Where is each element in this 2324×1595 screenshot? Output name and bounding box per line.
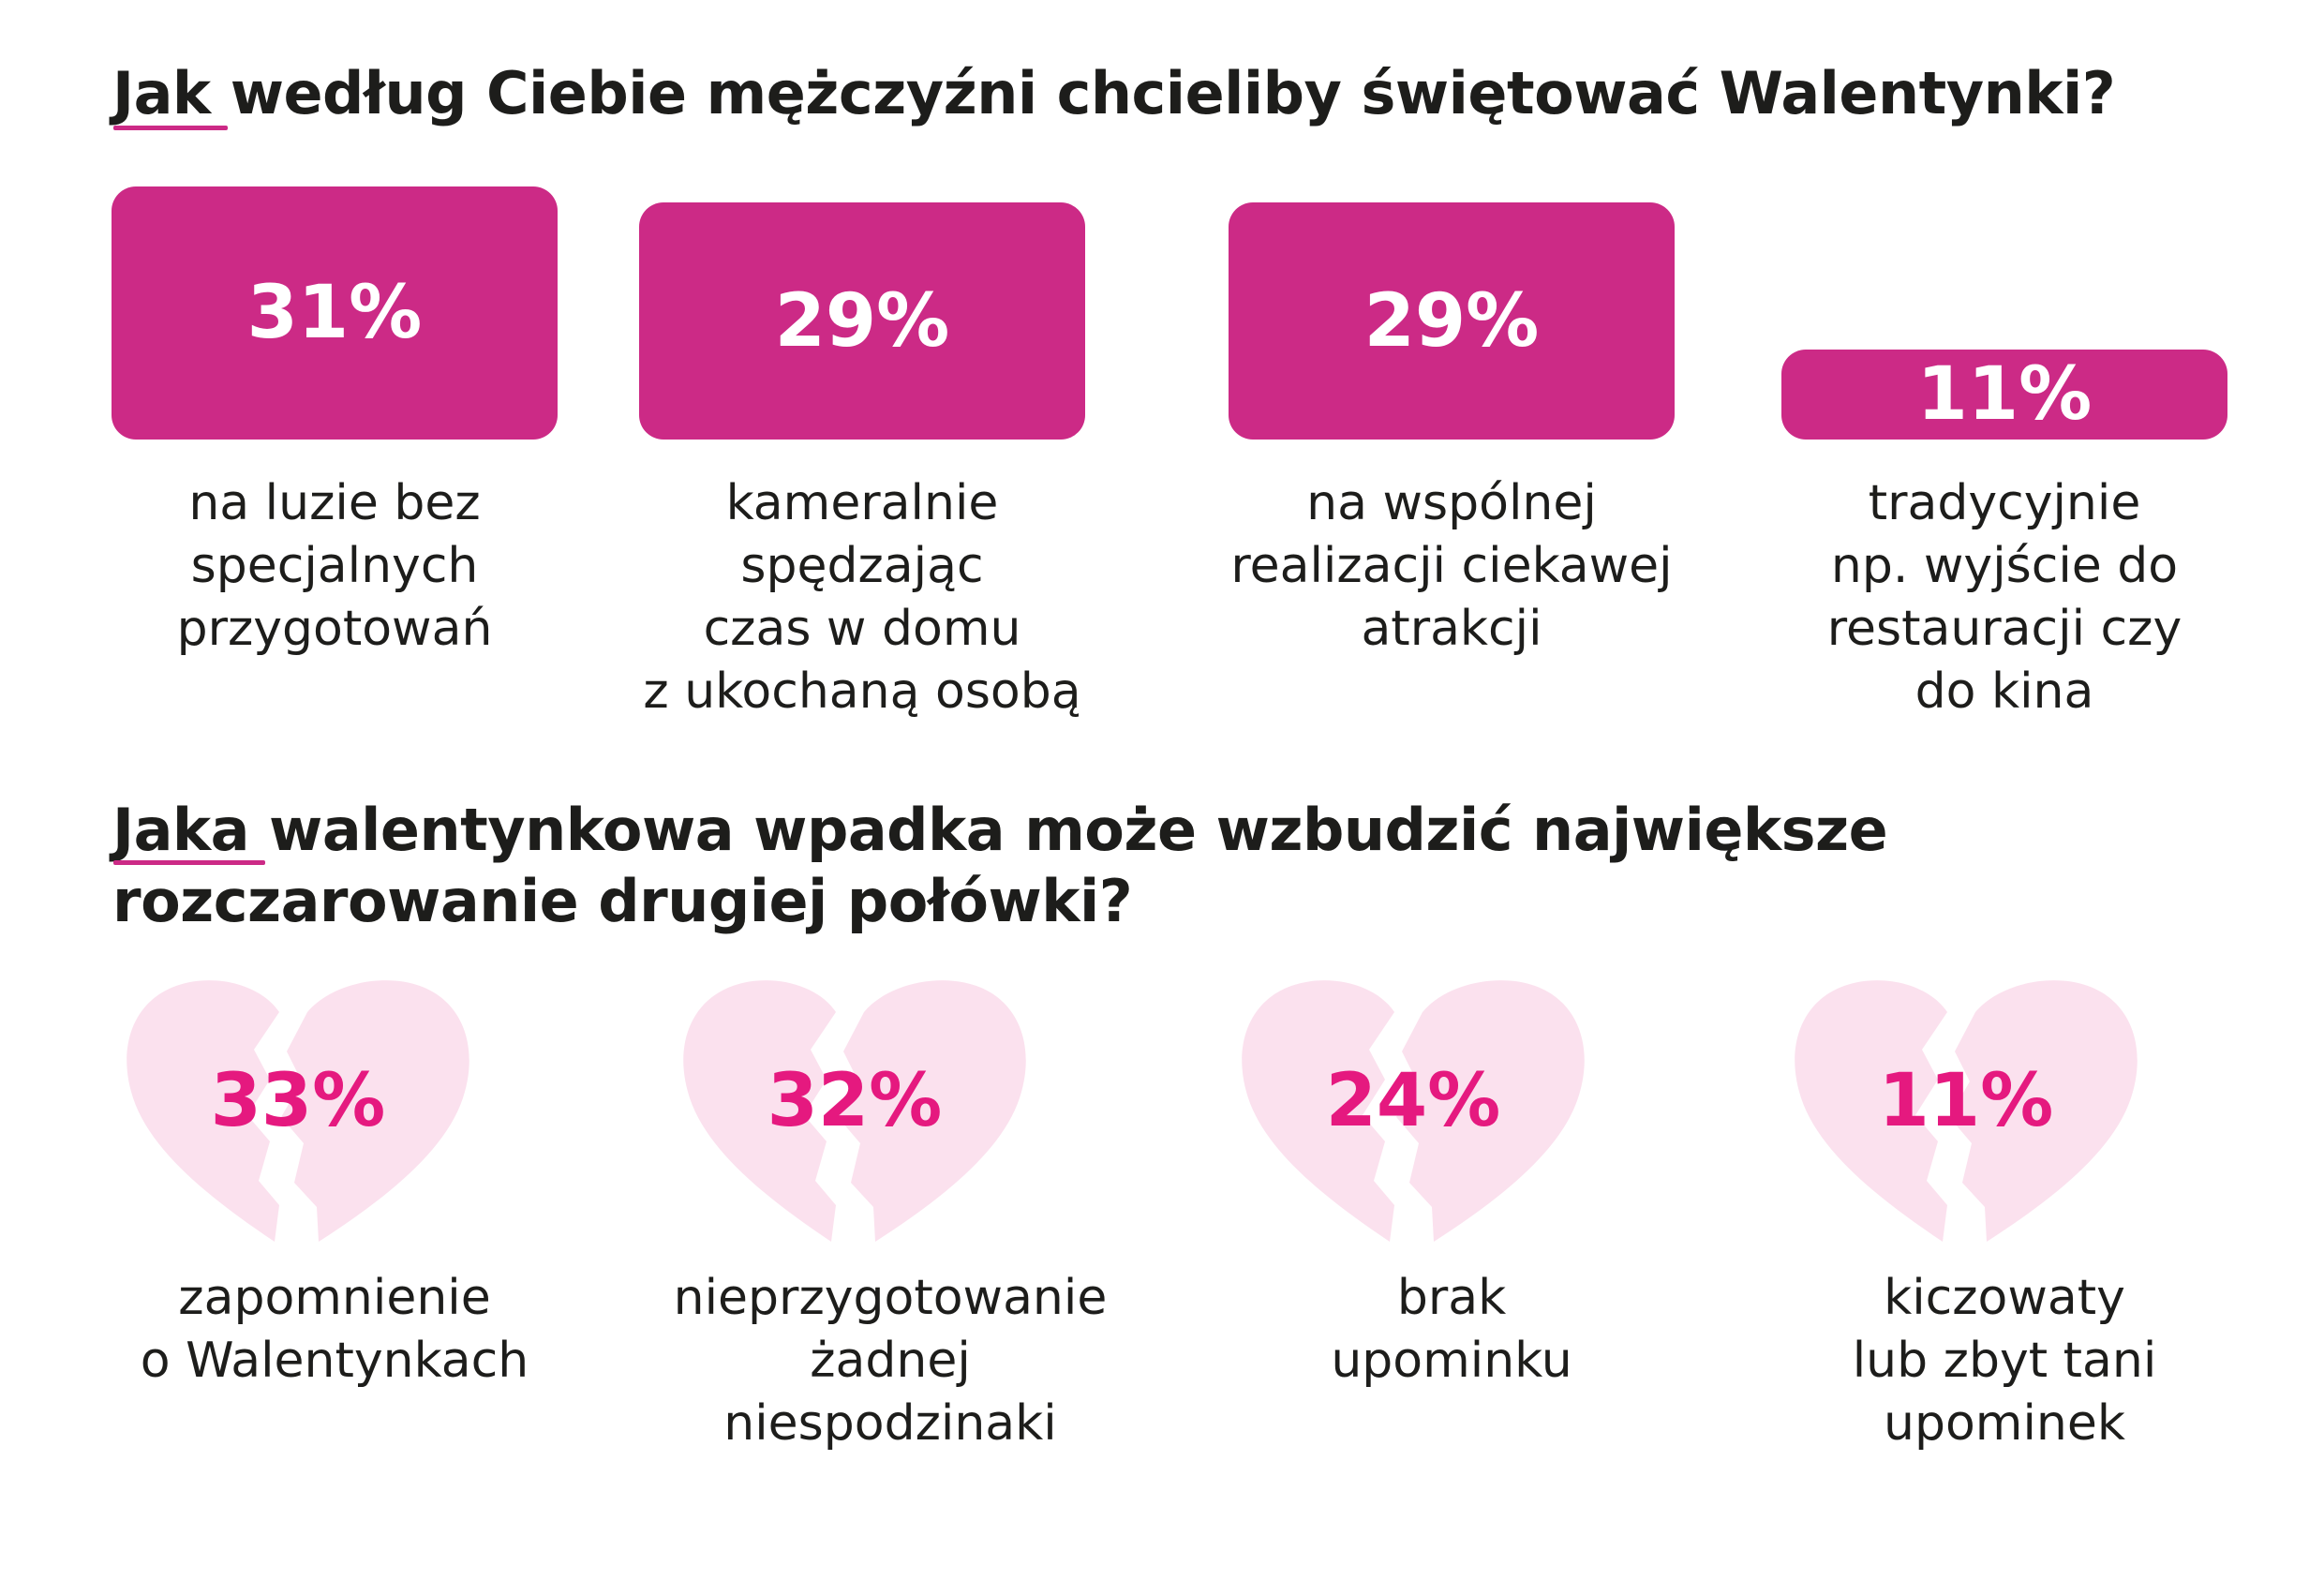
- bar-1: 31%: [112, 186, 558, 440]
- title-underline-accent: [113, 860, 265, 865]
- title-underline-accent: [113, 126, 228, 130]
- bar-2: 29%: [639, 202, 1085, 440]
- bar-label-3: na wspólnej realizacji ciekawej atrakcji: [1230, 475, 1673, 657]
- bar-value-3: 29%: [1363, 278, 1540, 364]
- heart-value-4: 11%: [1878, 1059, 2054, 1143]
- bar-value-1: 31%: [246, 271, 423, 355]
- broken-heart-icon: [1242, 980, 1585, 1242]
- heart-label-4: kiczowaty lub zbyt tani upominek: [1852, 1270, 2157, 1452]
- broken-heart-icon: [1795, 980, 2138, 1242]
- heart-value-2: 32%: [767, 1059, 943, 1143]
- heart-value-3: 24%: [1325, 1059, 1501, 1143]
- heart-item-2: 32%: [677, 975, 1033, 1246]
- broken-heart-icon: [127, 980, 469, 1242]
- heart-label-2: nieprzygotowanie żadnej niespodzinaki: [673, 1270, 1108, 1452]
- bar-label-1: na luzie bez specjalnych przygotowań: [176, 475, 493, 657]
- heart-label-1: zapomnienie o Walentynkach: [140, 1270, 529, 1389]
- bar-value-2: 29%: [774, 278, 950, 364]
- heart-item-4: 11%: [1788, 975, 2144, 1246]
- question-1-title: Jak według Ciebie mężczyźni chcieliby św…: [112, 59, 2116, 127]
- broken-heart-icon: [683, 980, 1026, 1242]
- bar-3: 29%: [1229, 202, 1675, 440]
- heart-value-1: 33%: [210, 1059, 386, 1143]
- bar-label-2: kameralnie spędzając czas w domu z ukoch…: [643, 475, 1081, 720]
- bar-value-4: 11%: [1916, 352, 2093, 437]
- question-2-title: Jaka walentynkowa wpadka może wzbudzić n…: [112, 796, 1888, 935]
- heart-item-1: 33%: [120, 975, 476, 1246]
- bar-4: 11%: [1781, 350, 2227, 440]
- bar-label-4: tradycyjnie np. wyjście do restauracji c…: [1826, 475, 2182, 720]
- heart-label-3: brak upominku: [1331, 1270, 1572, 1389]
- heart-item-3: 24%: [1235, 975, 1591, 1246]
